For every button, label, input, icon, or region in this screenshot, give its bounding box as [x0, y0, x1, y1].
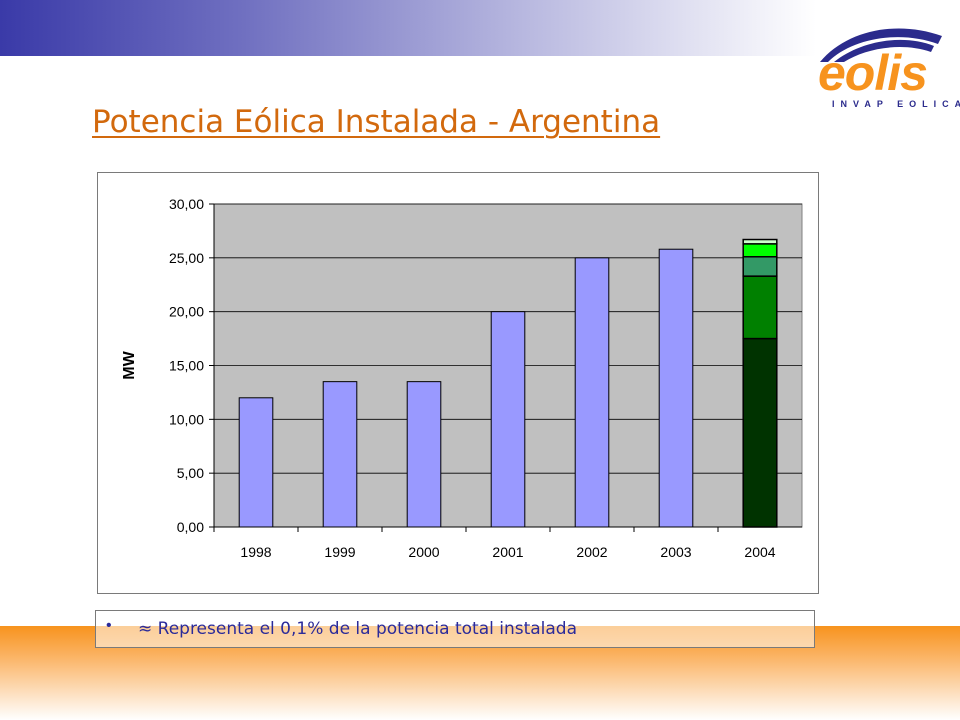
y-tick-label: 25,00 [169, 250, 204, 266]
bullet-icon: • [106, 617, 112, 634]
bar-chart: 0,00 5,00 10,00 15,00 20,00 25,00 30,00 MW 1998 1… [121, 196, 914, 560]
y-tick-label: 15,00 [169, 358, 204, 374]
x-tick-label: 2001 [492, 544, 523, 560]
bar-2002 [574, 257, 610, 528]
bar-1998 [238, 397, 274, 528]
y-tick-label: 20,00 [169, 304, 204, 320]
header-band [0, 0, 960, 56]
bar-1999 [322, 381, 358, 528]
y-tick-label: 30,00 [169, 196, 204, 212]
note-box: • ≈ Representa el 0,1% de la potencia to… [95, 610, 815, 648]
x-tick-label: 2000 [408, 544, 439, 560]
y-axis-label: MW [121, 350, 138, 379]
bar-segment-santa-cruz [742, 243, 778, 258]
y-tick-label: 0,00 [177, 519, 204, 535]
page-title: Potencia Eólica Instalada - Argentina [92, 104, 661, 140]
logo-subtitle: INVAP EOLICA [832, 99, 960, 109]
bar-2001 [490, 311, 526, 528]
bar-2003 [658, 248, 694, 528]
logo-arc-icon [820, 28, 942, 62]
bar-2000 [406, 381, 442, 528]
x-tick-label: 2002 [576, 544, 607, 560]
chart-frame: 0,00 5,00 10,00 15,00 20,00 25,00 30,00 MW 1998 1… [97, 172, 914, 594]
logo-word: eolis [818, 45, 928, 101]
bar-segment-neuqu-n [742, 238, 778, 245]
bar-segment-la-pampa [742, 256, 778, 277]
x-tick-label: 2003 [660, 544, 691, 560]
eolis-logo: eolis INVAP EOLICA [812, 22, 960, 117]
note-text: ≈ Representa el 0,1% de la potencia tota… [138, 619, 578, 639]
x-tick-label: 1999 [324, 544, 355, 560]
bar-segment-chubut [742, 337, 778, 528]
bar-segment-bs-as- [742, 275, 778, 340]
x-tick-label: 2004 [744, 544, 775, 560]
y-tick-label: 10,00 [169, 411, 204, 427]
y-tick-label: 5,00 [177, 465, 204, 481]
x-tick-label: 1998 [240, 544, 271, 560]
